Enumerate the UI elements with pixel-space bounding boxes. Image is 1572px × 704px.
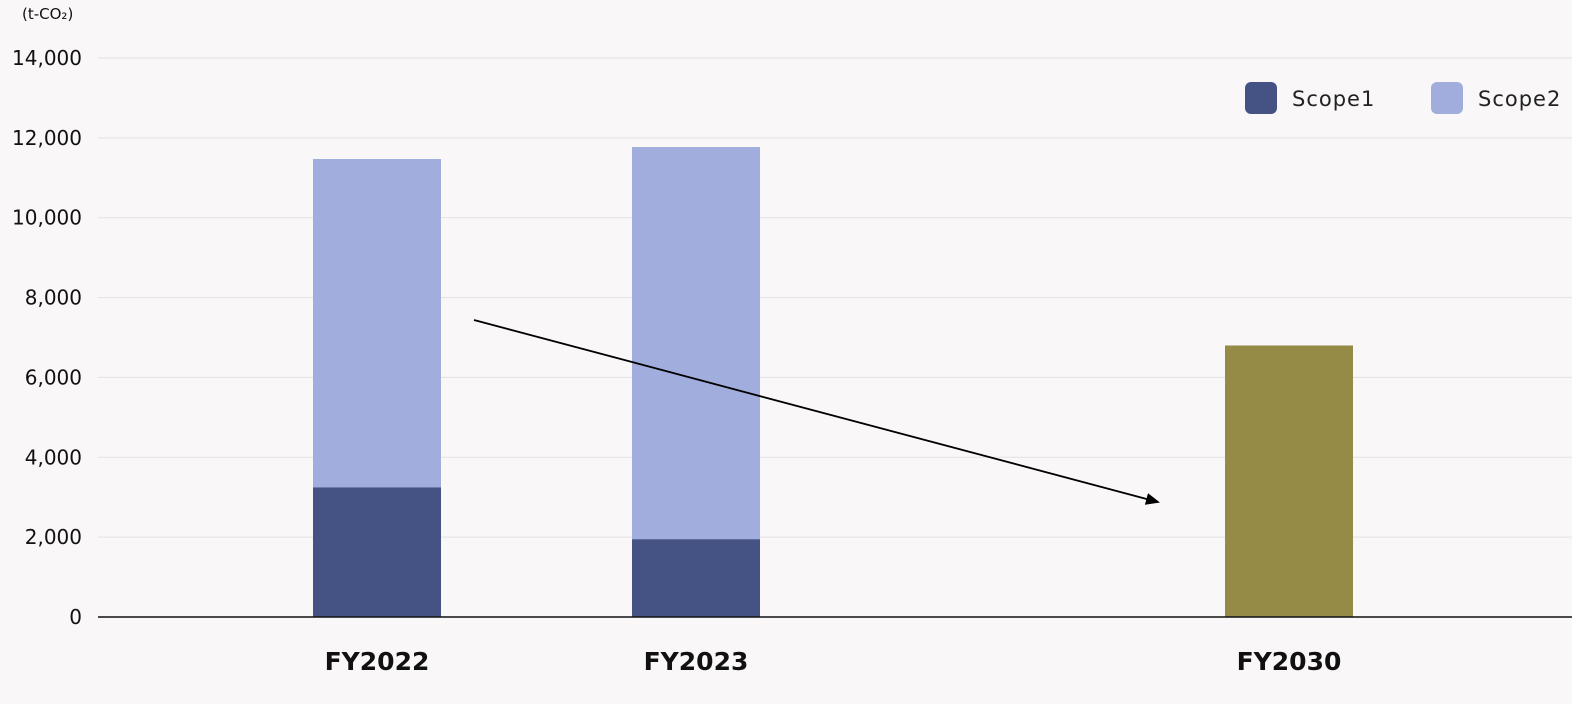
legend-swatch-scope2	[1431, 82, 1463, 114]
y-tick-label: 10,000	[12, 206, 82, 230]
downward-trend-arrow-icon	[473, 319, 1160, 505]
y-axis-ticks: 0 2,000 4,000 6,000 8,000 10,000 12,000 14,000	[12, 46, 82, 629]
y-tick-label: 12,000	[12, 126, 82, 150]
bar-fy2022-scope2	[313, 159, 441, 488]
legend: Scope1 Scope2	[1245, 82, 1561, 114]
bar-fy2030-target	[1225, 345, 1353, 617]
bar-fy2022-scope1	[313, 487, 441, 617]
x-axis-labels: FY2022 FY2023 FY2030	[325, 647, 1342, 676]
legend-swatch-scope1	[1245, 82, 1277, 114]
legend-label-scope2: Scope2	[1478, 87, 1561, 111]
y-tick-label: 6,000	[25, 365, 82, 389]
bar-fy2023-scope2	[632, 147, 760, 540]
x-tick-label: FY2023	[644, 647, 749, 676]
y-tick-label: 14,000	[12, 46, 82, 70]
bar-fy2023-scope1	[632, 539, 760, 617]
y-axis-unit-label: (t-CO₂)	[22, 5, 73, 23]
x-tick-label: FY2022	[325, 647, 430, 676]
y-tick-label: 2,000	[25, 525, 82, 549]
x-tick-label: FY2030	[1237, 647, 1342, 676]
bars	[313, 147, 1353, 617]
y-tick-label: 0	[69, 605, 82, 629]
legend-label-scope1: Scope1	[1292, 87, 1375, 111]
y-tick-label: 4,000	[25, 445, 82, 469]
y-tick-label: 8,000	[25, 286, 82, 310]
